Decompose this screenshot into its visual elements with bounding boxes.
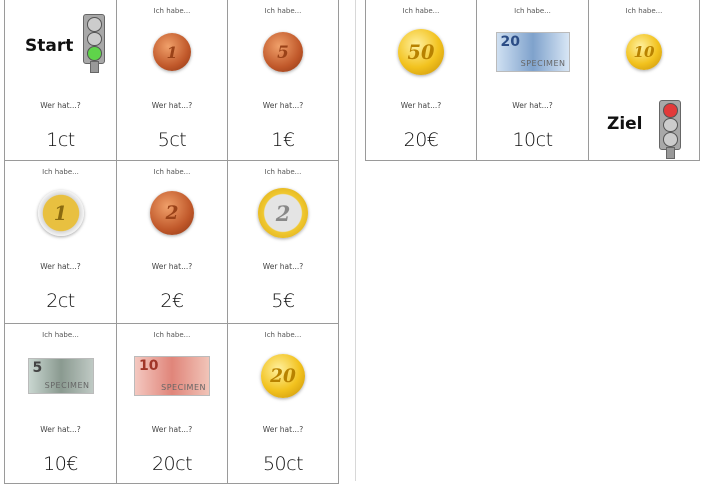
traffic-light-lamp bbox=[86, 17, 102, 32]
requested-value: 10€ bbox=[43, 453, 78, 475]
coin-image-5ct: 5 bbox=[263, 32, 303, 72]
traffic-light-pole bbox=[665, 147, 675, 159]
requested-value: 5ct bbox=[157, 129, 187, 151]
requested-value: 50ct bbox=[262, 453, 304, 475]
wer-hat-label: Wer hat...? bbox=[151, 101, 193, 110]
wer-hat-label: Wer hat...? bbox=[151, 425, 193, 434]
ich-habe-label: Ich habe... bbox=[42, 331, 79, 339]
domino-card: Ich habe... 10 Ziel bbox=[589, 0, 700, 160]
coin-image-1€: 1 bbox=[37, 190, 84, 236]
coin-image-20ct: 20 bbox=[261, 354, 305, 398]
traffic-light-lamp bbox=[662, 103, 678, 118]
domino-card: Ich habe... 20 SPECIMEN Wer hat...? 10ct bbox=[477, 0, 589, 160]
wer-hat-label: Wer hat...? bbox=[40, 101, 81, 110]
note-label: 5 bbox=[32, 360, 43, 376]
domino-card: Ich habe... 2 Wer hat...? 5€ bbox=[228, 160, 339, 323]
wer-hat-label: Wer hat...? bbox=[40, 425, 81, 434]
ich-habe-label: Ich habe... bbox=[264, 331, 302, 339]
banknote-image-5€: 5 SPECIMEN bbox=[27, 358, 94, 394]
coin-label: 5 bbox=[277, 42, 289, 62]
ich-habe-label: Ich habe... bbox=[625, 7, 663, 15]
special-label-start: Start bbox=[25, 36, 74, 56]
ich-habe-label: Ich habe... bbox=[264, 168, 302, 176]
page-divider bbox=[355, 0, 356, 481]
coin-label: 50 bbox=[407, 40, 435, 64]
wer-hat-label: Wer hat...? bbox=[151, 262, 193, 271]
domino-card: Ich habe... 5 SPECIMEN Wer hat...? 10€ bbox=[5, 323, 117, 483]
domino-card: Ich habe... 2 Wer hat...? 2€ bbox=[117, 160, 228, 323]
wer-hat-label: Wer hat...? bbox=[512, 101, 553, 110]
ich-habe-label: Ich habe... bbox=[402, 7, 440, 15]
requested-value: 10ct bbox=[512, 129, 553, 151]
wer-hat-label: Wer hat...? bbox=[262, 262, 304, 271]
traffic-light-lamp bbox=[662, 132, 678, 148]
traffic-light-icon bbox=[83, 14, 105, 73]
coin-image-1ct: 1 bbox=[153, 33, 191, 71]
ich-habe-label: Ich habe... bbox=[153, 168, 191, 176]
note-label: 10 bbox=[139, 358, 159, 374]
requested-value: 20ct bbox=[151, 453, 193, 475]
ich-habe-label: Ich habe... bbox=[264, 7, 302, 15]
traffic-light-icon bbox=[659, 100, 681, 159]
requested-value: 2€ bbox=[160, 290, 184, 312]
coin-image-50ct: 50 bbox=[398, 29, 444, 75]
banknote-image-10€: 10 SPECIMEN bbox=[134, 356, 210, 396]
domino-card: Ich habe... 10 SPECIMEN Wer hat...? 20ct bbox=[117, 323, 228, 483]
specimen-watermark: SPECIMEN bbox=[520, 59, 566, 68]
banknote-image-20€: 20 SPECIMEN bbox=[495, 32, 570, 72]
wer-hat-label: Wer hat...? bbox=[400, 101, 442, 110]
domino-grid-right: Ich habe... 50 Wer hat...? 20€ Ich habe... 20… bbox=[365, 0, 700, 161]
coin-label: 2 bbox=[275, 200, 291, 226]
domino-card: Start Wer hat...? 1ct bbox=[5, 0, 117, 160]
ich-habe-label: Ich habe... bbox=[153, 7, 191, 15]
special-label-ziel: Ziel bbox=[607, 114, 643, 134]
traffic-light-lamp bbox=[86, 46, 102, 62]
wer-hat-label: Wer hat...? bbox=[262, 101, 304, 110]
specimen-watermark: SPECIMEN bbox=[161, 383, 206, 392]
specimen-watermark: SPECIMEN bbox=[44, 381, 90, 390]
requested-value: 2ct bbox=[46, 290, 75, 312]
coin-label: 1 bbox=[166, 42, 178, 62]
coin-label: 1 bbox=[53, 201, 68, 225]
traffic-light-lamp bbox=[662, 117, 678, 133]
requested-value: 1ct bbox=[46, 129, 75, 151]
ich-habe-label: Ich habe... bbox=[42, 168, 79, 176]
coin-label: 10 bbox=[633, 43, 655, 61]
domino-card: Ich habe... 5 Wer hat...? 1€ bbox=[228, 0, 339, 160]
note-label: 20 bbox=[500, 34, 520, 50]
coin-label: 2 bbox=[165, 202, 179, 224]
ich-habe-label: Ich habe... bbox=[514, 7, 551, 15]
coin-label: 20 bbox=[270, 365, 296, 387]
requested-value: 20€ bbox=[403, 129, 439, 151]
requested-value: 5€ bbox=[271, 290, 295, 312]
coin-image-2€: 2 bbox=[258, 188, 308, 238]
domino-card: Ich habe... 1 Wer hat...? 2ct bbox=[5, 160, 117, 323]
coin-image-10ct: 10 bbox=[626, 34, 662, 70]
domino-card: Ich habe... 1 Wer hat...? 5ct bbox=[117, 0, 228, 160]
coin-image-2ct: 2 bbox=[150, 191, 194, 235]
traffic-light-pole bbox=[89, 61, 99, 73]
ich-habe-label: Ich habe... bbox=[153, 331, 191, 339]
domino-grid-left: Start Wer hat...? 1ct Ich habe... 1 Wer hat..… bbox=[4, 0, 339, 484]
requested-value: 1€ bbox=[271, 129, 295, 151]
domino-card: Ich habe... 20 Wer hat...? 50ct bbox=[228, 323, 339, 483]
wer-hat-label: Wer hat...? bbox=[262, 425, 304, 434]
traffic-light-lamp bbox=[86, 31, 102, 47]
wer-hat-label: Wer hat...? bbox=[40, 262, 81, 271]
domino-card: Ich habe... 50 Wer hat...? 20€ bbox=[366, 0, 477, 160]
